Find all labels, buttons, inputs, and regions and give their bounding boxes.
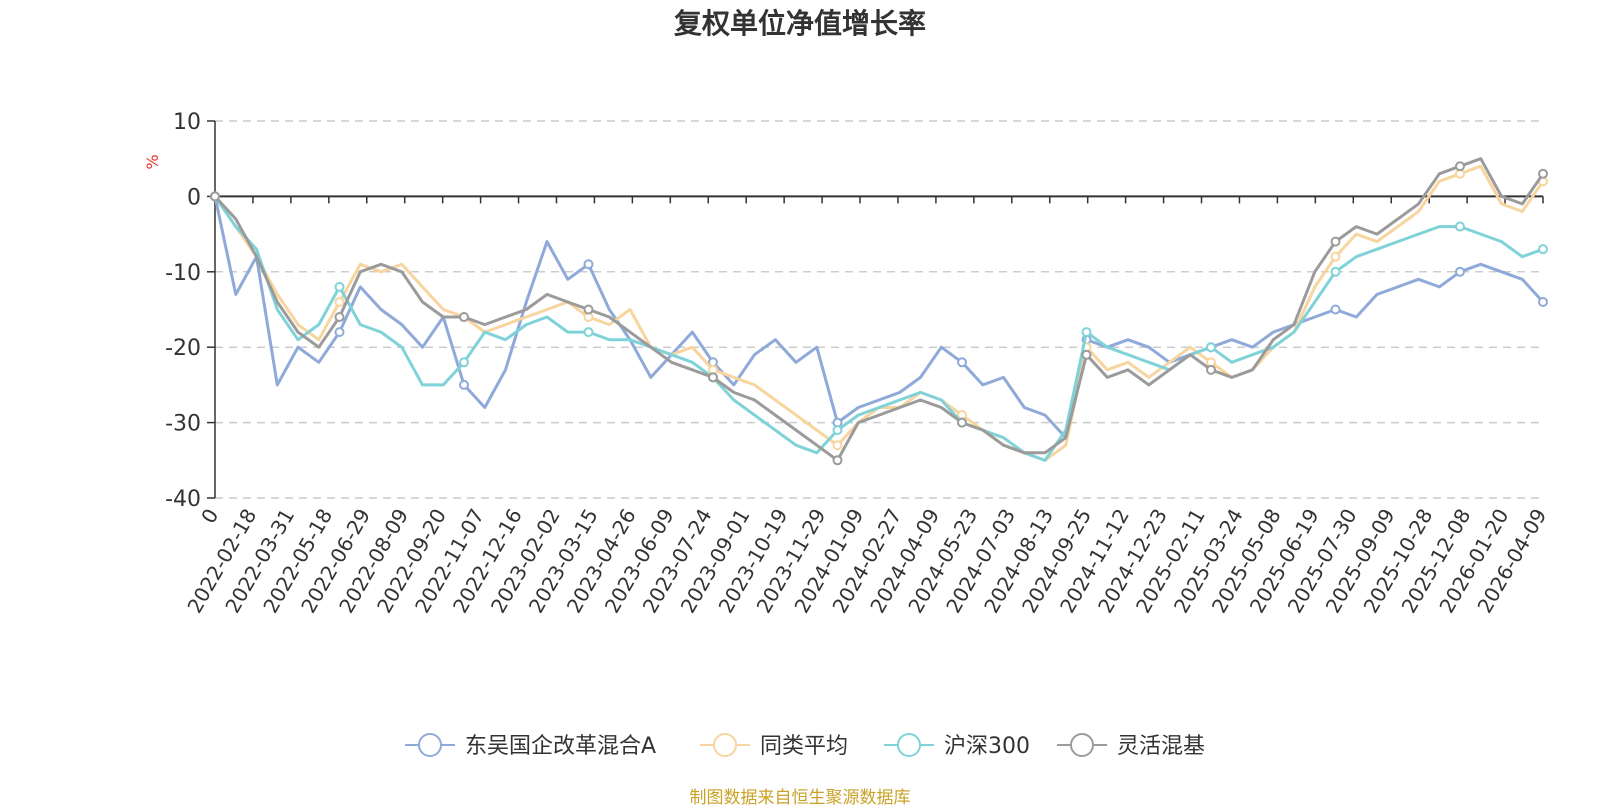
- y-axis-unit-label: %: [143, 154, 162, 169]
- series-point: [1455, 221, 1465, 232]
- y-tick-label: -30: [165, 412, 201, 437]
- y-tick-label: -40: [165, 487, 201, 512]
- series-line: [213, 157, 1545, 462]
- y-tick-label: -20: [165, 336, 201, 361]
- legend-swatch-marker: [713, 733, 737, 757]
- legend-label: 东吴国企改革混合A: [465, 734, 656, 759]
- series-point: [708, 372, 718, 383]
- series-point: [1455, 161, 1465, 172]
- legend-swatch-marker: [418, 733, 442, 757]
- series-point: [459, 379, 469, 390]
- series-point: [459, 357, 469, 368]
- legend-label: 灵活混基: [1117, 734, 1205, 759]
- series-point: [1538, 296, 1548, 307]
- y-tick-label: -10: [165, 261, 201, 286]
- series-point: [459, 312, 469, 323]
- series-point: [1330, 236, 1341, 247]
- series-line: [213, 195, 1544, 462]
- legend-label: 沪深300: [944, 734, 1030, 759]
- series-point: [334, 312, 345, 323]
- chart-title: 复权单位净值增长率: [673, 7, 926, 40]
- series-point: [832, 425, 843, 436]
- series-point: [1330, 266, 1341, 277]
- series-line: [213, 196, 1545, 440]
- series-point: [1538, 244, 1548, 255]
- y-tick-label: 0: [187, 185, 201, 210]
- series-point: [1206, 342, 1216, 353]
- legend-label: 同类平均: [760, 734, 848, 759]
- series-point: [334, 327, 345, 338]
- series-point: [1081, 349, 1092, 360]
- series-point: [832, 440, 843, 451]
- series-point: [583, 259, 594, 270]
- series-point: [583, 304, 594, 315]
- series-point: [1330, 304, 1341, 315]
- y-tick-label: 10: [173, 110, 201, 135]
- series-point: [334, 281, 345, 292]
- legend-swatch-marker: [897, 733, 921, 757]
- series-point: [832, 455, 843, 466]
- series-point: [583, 327, 594, 338]
- series-point: [334, 296, 345, 307]
- series-point: [1538, 168, 1548, 179]
- series-point: [1206, 364, 1216, 375]
- x-tick-label: 0: [196, 505, 223, 528]
- series-point: [957, 417, 967, 428]
- series-point: [1081, 327, 1092, 338]
- legend-swatch-marker: [1070, 733, 1094, 757]
- series-point: [957, 357, 967, 368]
- data-source-note: 制图数据来自恒生聚源数据库: [689, 788, 911, 808]
- series-point: [1455, 266, 1465, 277]
- series-point: [210, 191, 220, 202]
- series-point: [1330, 251, 1341, 262]
